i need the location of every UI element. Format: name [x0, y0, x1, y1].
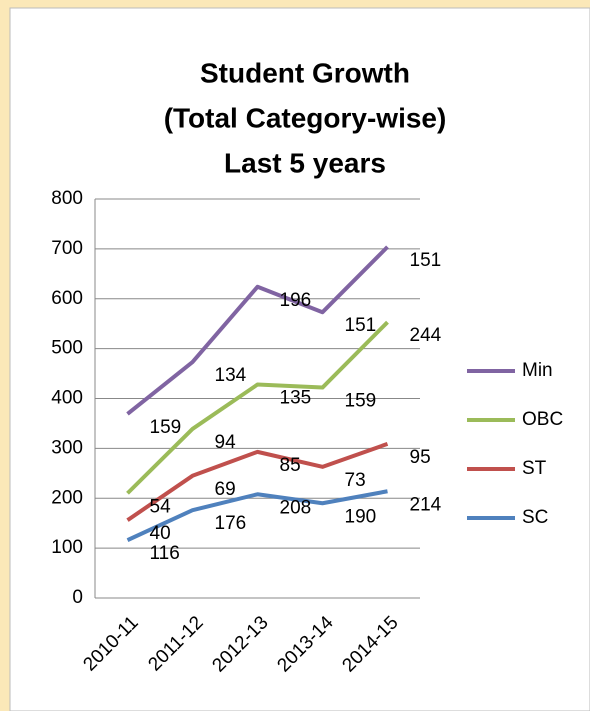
chart-title: Student Growth — [200, 57, 410, 88]
series-line — [126, 489, 388, 542]
legend-label: Min — [522, 360, 553, 381]
data-label: 95 — [410, 447, 431, 468]
data-label: 159 — [345, 391, 377, 412]
y-tick-label: 400 — [51, 388, 83, 409]
data-label: 73 — [345, 470, 366, 491]
data-label: 94 — [215, 432, 237, 453]
chart-title: (Total Category-wise) — [164, 102, 447, 133]
data-label: 151 — [410, 250, 442, 271]
y-tick-label: 800 — [51, 188, 83, 209]
y-tick-label: 100 — [51, 537, 83, 558]
legend-label: ST — [522, 458, 547, 479]
data-label: 190 — [345, 506, 377, 527]
data-label: 85 — [280, 455, 301, 476]
y-tick-label: 200 — [51, 487, 83, 508]
y-tick-label: 500 — [51, 338, 83, 359]
legend-label: OBC — [522, 409, 563, 430]
y-tick-label: 600 — [51, 288, 83, 309]
data-label: 151 — [345, 315, 377, 336]
chart-title: Last 5 years — [224, 147, 386, 178]
data-label: 69 — [215, 479, 236, 500]
data-label: 116 — [150, 543, 180, 564]
chart-area — [9, 7, 590, 712]
data-label: 176 — [215, 513, 247, 534]
series-line — [126, 320, 389, 495]
series-line — [126, 245, 389, 416]
y-tick-label: 700 — [51, 238, 83, 259]
data-label: 54 — [150, 496, 172, 517]
y-tick-label: 0 — [72, 587, 83, 608]
data-label: 40 — [150, 523, 171, 544]
data-label: 135 — [280, 388, 312, 409]
legend-label: SC — [522, 507, 548, 528]
series-line — [126, 442, 389, 522]
data-label: 134 — [215, 365, 247, 386]
data-label: 244 — [410, 325, 442, 346]
y-tick-label: 300 — [51, 437, 83, 458]
data-label: 159 — [150, 417, 182, 438]
data-label: 214 — [410, 494, 442, 515]
data-label: 208 — [280, 497, 312, 518]
data-label: 196 — [280, 290, 312, 311]
